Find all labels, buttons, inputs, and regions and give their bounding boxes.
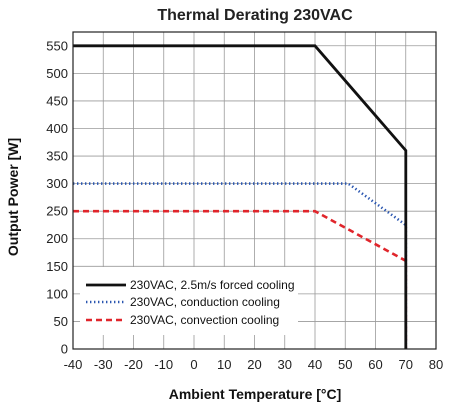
x-tick-label: 80 xyxy=(429,357,443,372)
y-tick-label: 450 xyxy=(46,93,68,108)
legend-label-conduction-cooling: 230VAC, conduction cooling xyxy=(130,295,280,309)
series-line-2 xyxy=(73,209,408,349)
y-tick-label: 150 xyxy=(46,259,68,274)
plot-frame xyxy=(72,31,437,350)
y-tick-label: 0 xyxy=(61,342,68,357)
legend: 230VAC, 2.5m/s forced cooling 230VAC, co… xyxy=(80,267,298,335)
series-lines xyxy=(73,44,408,349)
legend-box xyxy=(80,267,298,335)
x-tick-label: -10 xyxy=(154,357,173,372)
y-tick-label: 550 xyxy=(46,38,68,53)
y-tick-labels: 0 50 100 150 200 250 300 350 400 450 500 550 xyxy=(46,38,68,356)
x-tick-label: -20 xyxy=(124,357,143,372)
x-tick-labels: -40 -30 -20 -10 0 10 20 30 40 50 60 70 80 xyxy=(64,357,444,372)
y-tick-label: 400 xyxy=(46,121,68,136)
x-tick-label: -40 xyxy=(64,357,83,372)
x-tick-label: 70 xyxy=(399,357,413,372)
legend-label-convection-cooling: 230VAC, convection cooling xyxy=(130,313,279,327)
x-tick-label: 10 xyxy=(217,357,231,372)
y-tick-label: 300 xyxy=(46,176,68,191)
x-axis-title: Ambient Temperature [°C] xyxy=(169,386,342,402)
x-tick-label: 50 xyxy=(338,357,352,372)
y-tick-label: 350 xyxy=(46,149,68,164)
x-tick-label: 30 xyxy=(278,357,292,372)
y-tick-label: 50 xyxy=(54,314,68,329)
y-tick-label: 200 xyxy=(46,231,68,246)
y-tick-label: 500 xyxy=(46,66,68,81)
series-line-0 xyxy=(73,44,408,349)
x-tick-label: 20 xyxy=(247,357,261,372)
x-tick-label: 0 xyxy=(190,357,197,372)
y-axis-title: Output Power [W] xyxy=(5,138,21,256)
y-tick-label: 250 xyxy=(46,204,68,219)
legend-label-forced-cooling: 230VAC, 2.5m/s forced cooling xyxy=(130,278,295,292)
x-tick-label: 60 xyxy=(368,357,382,372)
x-tick-label: 40 xyxy=(308,357,322,372)
y-tick-label: 100 xyxy=(46,286,68,301)
chart-title: Thermal Derating 230VAC xyxy=(157,7,353,24)
x-tick-label: -30 xyxy=(94,357,113,372)
